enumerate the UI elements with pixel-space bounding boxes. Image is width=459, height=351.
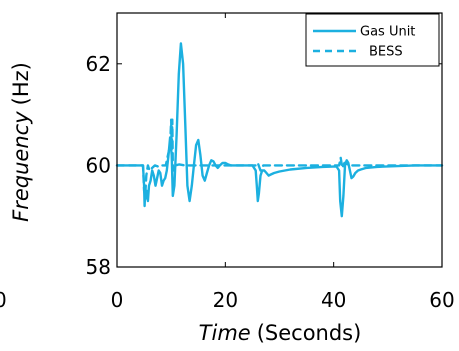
clipped-left-label: 0 — [0, 288, 7, 312]
y-tick-label: 60 — [86, 153, 111, 177]
series-line-gas-unit — [115, 42, 444, 218]
y-axis-label-plain: (Hz) — [9, 62, 33, 105]
legend-label-gas-unit: Gas Unit — [360, 25, 415, 40]
legend: Gas Unit BESS — [305, 13, 440, 67]
x-axis-label: Time (Seconds) — [199, 321, 362, 345]
x-tick-label: 60 — [429, 288, 454, 312]
tick-group: 0 20 40 60 58 60 62 — [86, 13, 455, 312]
y-axis-label-italic: Frequency — [9, 111, 33, 222]
x-tick-label: 0 — [111, 288, 124, 312]
legend-label-bess: BESS — [369, 45, 403, 60]
x-tick-label: 40 — [321, 288, 346, 312]
x-axis-label-italic: Time — [199, 321, 251, 345]
y-axis-label: Frequency (Hz) — [9, 62, 33, 222]
legend-box — [305, 13, 440, 67]
y-tick-label: 58 — [86, 255, 111, 279]
y-tick-label: 62 — [86, 52, 111, 76]
series-line-bess — [115, 118, 444, 198]
plot-lines — [115, 42, 444, 218]
x-axis-label-plain: (Seconds) — [257, 321, 362, 345]
x-tick-label: 20 — [213, 288, 238, 312]
plot-frame — [116, 12, 443, 268]
